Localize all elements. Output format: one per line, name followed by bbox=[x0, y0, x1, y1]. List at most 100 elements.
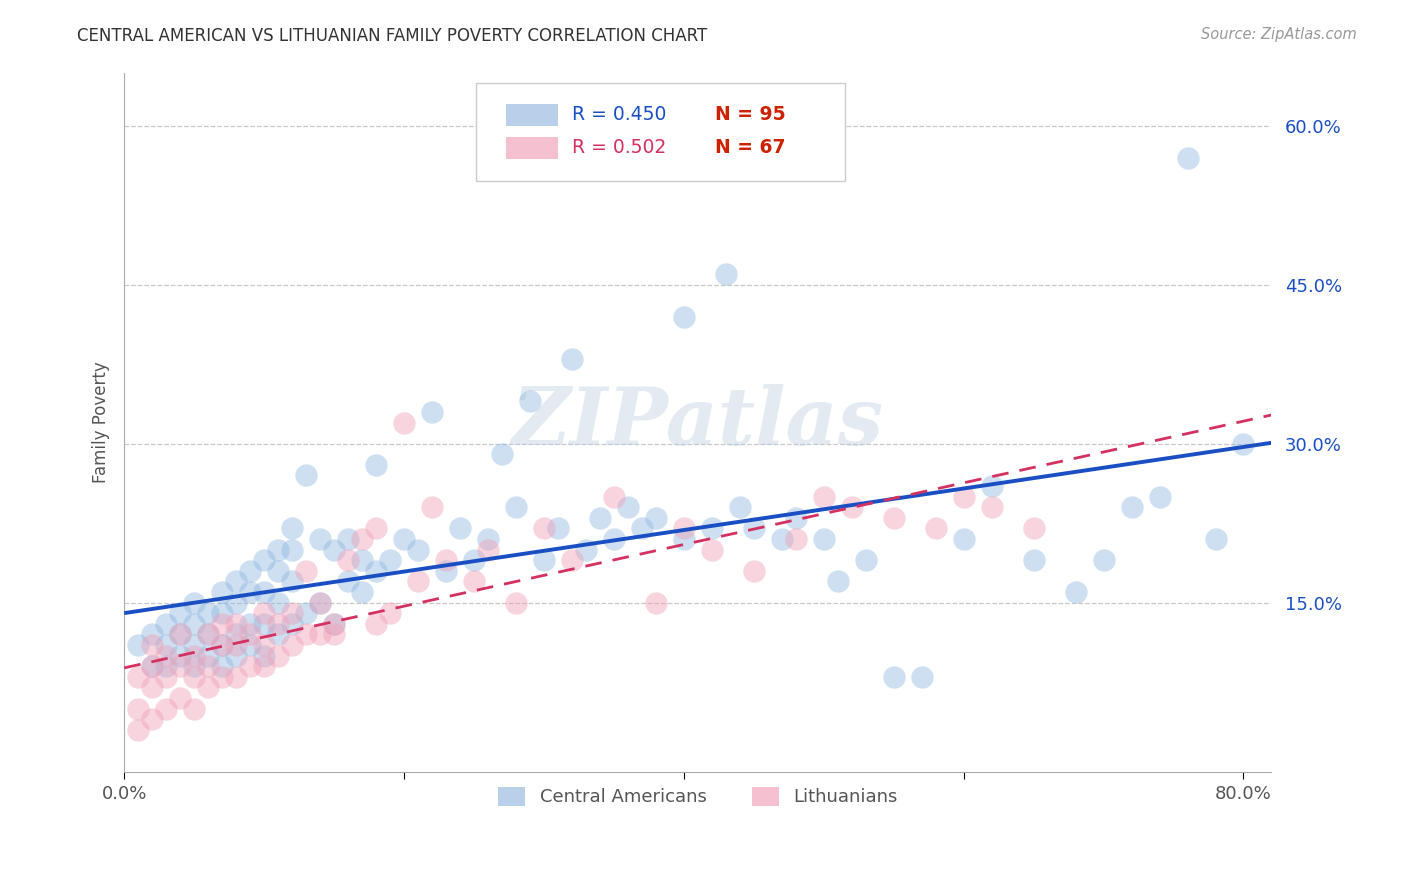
Point bbox=[463, 553, 485, 567]
Point bbox=[477, 542, 499, 557]
Point bbox=[378, 553, 401, 567]
Point bbox=[1022, 521, 1045, 535]
FancyBboxPatch shape bbox=[477, 83, 845, 181]
Point bbox=[295, 564, 318, 578]
Point bbox=[700, 542, 723, 557]
Point bbox=[169, 627, 191, 641]
Point bbox=[644, 511, 666, 525]
Point bbox=[1022, 553, 1045, 567]
Point bbox=[155, 638, 177, 652]
Point bbox=[603, 532, 626, 546]
Point bbox=[352, 585, 374, 599]
Point bbox=[491, 447, 513, 461]
Point bbox=[225, 648, 247, 663]
Point bbox=[155, 659, 177, 673]
Point bbox=[980, 500, 1002, 515]
Point bbox=[561, 351, 583, 366]
Point bbox=[1092, 553, 1115, 567]
Point bbox=[281, 638, 304, 652]
Point bbox=[980, 479, 1002, 493]
Text: Source: ZipAtlas.com: Source: ZipAtlas.com bbox=[1201, 27, 1357, 42]
Point bbox=[211, 670, 233, 684]
Point bbox=[169, 659, 191, 673]
Point bbox=[1205, 532, 1227, 546]
Point bbox=[141, 638, 163, 652]
Point bbox=[434, 564, 457, 578]
Point bbox=[267, 648, 290, 663]
Point bbox=[603, 490, 626, 504]
Point bbox=[561, 553, 583, 567]
Text: CENTRAL AMERICAN VS LITHUANIAN FAMILY POVERTY CORRELATION CHART: CENTRAL AMERICAN VS LITHUANIAN FAMILY PO… bbox=[77, 27, 707, 45]
Point bbox=[239, 627, 262, 641]
Point bbox=[547, 521, 569, 535]
Point bbox=[127, 670, 149, 684]
Point bbox=[337, 574, 360, 589]
Point bbox=[364, 521, 387, 535]
Point bbox=[183, 659, 205, 673]
Point bbox=[827, 574, 849, 589]
Point bbox=[420, 405, 443, 419]
Text: R = 0.450: R = 0.450 bbox=[572, 105, 666, 124]
Point bbox=[267, 564, 290, 578]
Point bbox=[169, 648, 191, 663]
Point bbox=[519, 394, 541, 409]
Point bbox=[225, 596, 247, 610]
Point bbox=[225, 670, 247, 684]
Point bbox=[183, 701, 205, 715]
Point bbox=[617, 500, 640, 515]
Point bbox=[700, 521, 723, 535]
Point bbox=[505, 500, 527, 515]
Point bbox=[742, 521, 765, 535]
Point bbox=[392, 416, 415, 430]
Point bbox=[239, 638, 262, 652]
Text: N = 95: N = 95 bbox=[716, 105, 786, 124]
Point bbox=[1121, 500, 1143, 515]
Point bbox=[337, 532, 360, 546]
Point bbox=[406, 542, 429, 557]
Point bbox=[267, 616, 290, 631]
Point bbox=[225, 616, 247, 631]
Point bbox=[952, 532, 974, 546]
Point bbox=[575, 542, 598, 557]
Point bbox=[281, 521, 304, 535]
Point bbox=[281, 616, 304, 631]
Point bbox=[1064, 585, 1087, 599]
Point bbox=[420, 500, 443, 515]
Point bbox=[225, 638, 247, 652]
Point bbox=[211, 606, 233, 620]
Point bbox=[742, 564, 765, 578]
Point bbox=[364, 616, 387, 631]
Point bbox=[169, 606, 191, 620]
Point bbox=[183, 670, 205, 684]
Point bbox=[197, 659, 219, 673]
Point bbox=[197, 681, 219, 695]
Point bbox=[477, 532, 499, 546]
Point bbox=[505, 596, 527, 610]
Point bbox=[323, 542, 346, 557]
Point bbox=[883, 670, 905, 684]
Point bbox=[631, 521, 654, 535]
Text: N = 67: N = 67 bbox=[716, 138, 786, 157]
Point bbox=[672, 310, 695, 324]
Point bbox=[434, 553, 457, 567]
Point bbox=[253, 616, 276, 631]
Point bbox=[352, 532, 374, 546]
Point bbox=[911, 670, 934, 684]
Point bbox=[352, 553, 374, 567]
Point bbox=[253, 606, 276, 620]
Point bbox=[141, 659, 163, 673]
Text: ZIPatlas: ZIPatlas bbox=[512, 384, 884, 461]
Point bbox=[309, 596, 332, 610]
Point bbox=[211, 616, 233, 631]
Point bbox=[225, 574, 247, 589]
Point bbox=[952, 490, 974, 504]
Point bbox=[141, 712, 163, 726]
Point bbox=[155, 670, 177, 684]
Point bbox=[155, 616, 177, 631]
Point bbox=[924, 521, 946, 535]
Point bbox=[883, 511, 905, 525]
Point bbox=[169, 627, 191, 641]
Point bbox=[463, 574, 485, 589]
Point bbox=[364, 564, 387, 578]
Bar bbox=[506, 136, 558, 159]
